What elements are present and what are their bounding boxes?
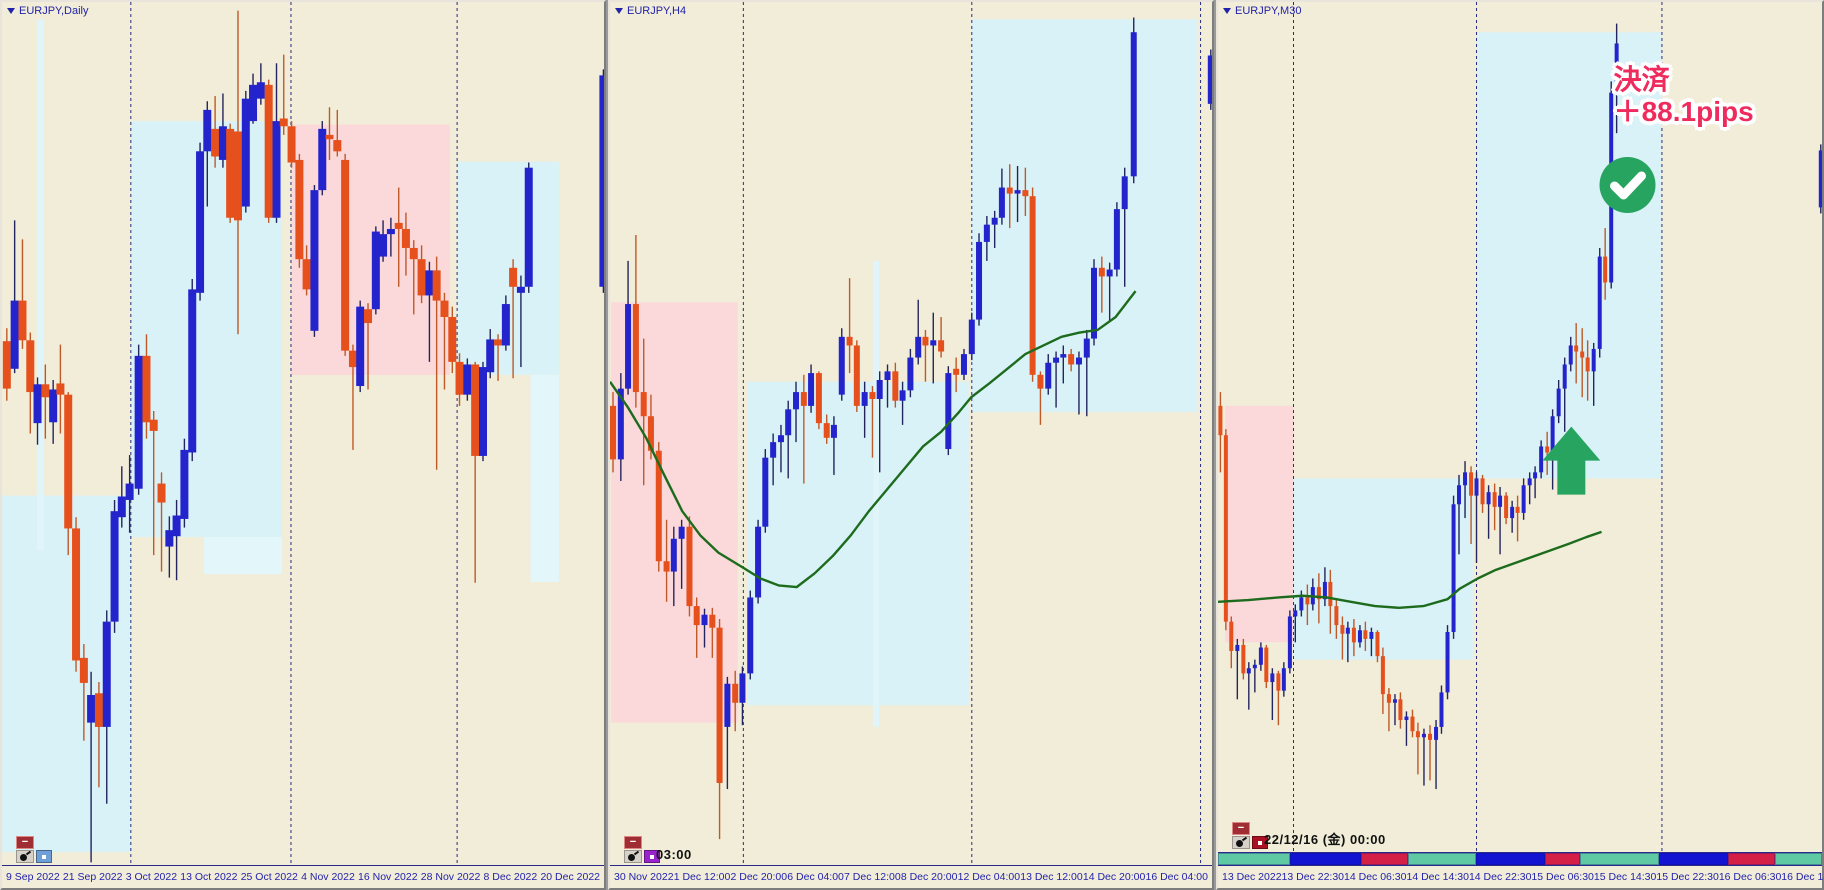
session-segment-teal (1407, 853, 1476, 865)
minus-button[interactable]: − (1232, 822, 1250, 835)
chart-window-h4: EURJPY,H4 − 03:00 30 Nov 2022 1 Dec 12:00… (607, 0, 1215, 890)
session-segment-red (1545, 853, 1580, 865)
axis-label: 28 Nov 2022 (420, 871, 481, 883)
chart-window-m30: EURJPY,M30 − 22/12/16 (金) 00:00 決済 ＋88.1… (1215, 0, 1824, 890)
chart-canvas-m30[interactable] (1218, 2, 1822, 865)
session-segment-red (1360, 853, 1408, 865)
axis-label: 7 Dec 12:00 (844, 871, 901, 883)
chart-window-daily: EURJPY,Daily − 9 Sep 2022 21 Sep 2022 3 Oc… (0, 0, 607, 890)
session-segment-blue (1475, 853, 1546, 865)
candle-countdown-label: 03:00 (656, 847, 692, 862)
axis-label: 16 Nov 2022 (358, 871, 418, 883)
indicator-square-icon[interactable] (36, 850, 52, 863)
bomb-icon[interactable] (624, 850, 642, 863)
session-segment-teal (1579, 853, 1659, 865)
session-segment-red (1728, 853, 1775, 865)
chart-title-bar: EURJPY,Daily (7, 5, 89, 17)
axis-label: 15 Dec 14:30 (1593, 871, 1657, 883)
axis-label: 8 Dec 2022 (483, 871, 538, 883)
axis-label: 15 Dec 22:30 (1656, 871, 1719, 883)
axis-label: 20 Dec 2022 (540, 871, 600, 883)
axis-label: 6 Dec 04:00 (787, 871, 844, 883)
axis-label: 30 Nov 2022 (614, 871, 674, 883)
axis-label: 9 Sep 2022 (6, 871, 60, 883)
minus-button[interactable]: − (16, 836, 34, 849)
axis-label: 16 Dec 06:30 (1718, 871, 1782, 883)
chart-title: EURJPY,H4 (627, 5, 687, 17)
chart-plot-area[interactable]: EURJPY,H4 − 03:00 (610, 2, 1212, 866)
chart-buttons: − (16, 836, 52, 863)
chart-buttons: − (624, 836, 660, 863)
indicator-square-icon[interactable] (644, 850, 660, 863)
axis-label: 13 Dec 22:30 (1281, 871, 1345, 883)
chart-canvas-daily[interactable] (2, 2, 604, 865)
annotation-line-1: 決済 (1613, 64, 1670, 96)
chart-canvas-h4[interactable] (610, 2, 1212, 865)
chart-buttons: − (1232, 822, 1268, 849)
axis-label: 8 Dec 20:00 (900, 871, 958, 883)
chart-title-bar: EURJPY,H4 (615, 5, 686, 17)
axis-label: 2 Dec 20:00 (730, 871, 788, 883)
axis-label: 1 Dec 12:00 (673, 871, 731, 883)
chart-title-bar: EURJPY,M30 (1223, 5, 1301, 17)
bomb-icon[interactable] (16, 850, 34, 863)
chevron-down-icon[interactable] (7, 8, 15, 14)
axis-label: 16 Dec 04:00 (1145, 871, 1208, 883)
axis-label: 13 Oct 2022 (180, 871, 238, 883)
time-axis: 13 Dec 2022 13 Dec 22:30 14 Dec 06:30 14 De… (1218, 866, 1824, 888)
time-axis: 30 Nov 2022 1 Dec 12:00 2 Dec 20:00 6 Dec 0… (610, 866, 1212, 888)
chart-title: EURJPY,M30 (1235, 5, 1302, 17)
axis-label: 3 Oct 2022 (125, 871, 178, 883)
chart-title: EURJPY,Daily (19, 5, 89, 17)
session-segment-teal (1218, 853, 1291, 865)
axis-label: 21 Sep 2022 (62, 871, 123, 883)
axis-label: 4 Nov 2022 (301, 871, 355, 883)
axis-label: 15 Dec 06:30 (1531, 871, 1594, 883)
indicator-square-icon[interactable] (1252, 836, 1268, 849)
axis-label: 14 Dec 22:30 (1468, 871, 1532, 883)
chart-plot-area[interactable]: EURJPY,Daily − (2, 2, 604, 866)
axis-label: 13 Dec 2022 (1222, 871, 1282, 883)
axis-label: 14 Dec 20:00 (1082, 871, 1146, 883)
axis-label: 13 Dec 12:00 (1020, 871, 1083, 883)
trade-result-annotation: 決済 ＋88.1pips (1614, 64, 1754, 128)
chevron-down-icon[interactable] (615, 8, 623, 14)
axis-label: 25 Oct 2022 (240, 871, 298, 883)
axis-label: 14 Dec 06:30 (1344, 871, 1407, 883)
session-indicator-bar (1218, 852, 1822, 865)
minus-button[interactable]: − (624, 836, 642, 849)
axis-label: 12 Dec 04:00 (957, 871, 1021, 883)
candle-countdown-label: 22/12/16 (金) 00:00 (1264, 832, 1386, 847)
session-segment-teal (1774, 853, 1822, 865)
chevron-down-icon[interactable] (1223, 8, 1231, 14)
annotation-line-2: ＋88.1pips (1613, 96, 1754, 128)
time-axis: 9 Sep 2022 21 Sep 2022 3 Oct 2022 13 Oct 20… (2, 866, 604, 888)
axis-label: 14 Dec 14:30 (1406, 871, 1469, 883)
chart-plot-area[interactable]: EURJPY,M30 − 22/12/16 (金) 00:00 決済 ＋88.1… (1218, 2, 1822, 866)
bomb-icon[interactable] (1232, 836, 1250, 849)
axis-label: 16 Dec 14:30 (1781, 871, 1824, 883)
session-segment-blue (1290, 853, 1361, 865)
session-segment-blue (1658, 853, 1729, 865)
